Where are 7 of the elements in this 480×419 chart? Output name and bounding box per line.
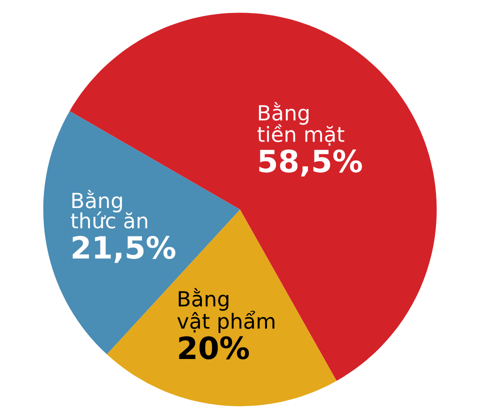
data-label: 58,5% [259,149,362,176]
slice-label: Bằng vật phẩm [177,288,274,333]
slice-label: Bằng thức ăn [70,190,148,229]
pie-slice [70,12,437,381]
slice-label: Bằng tiền mặt [257,102,344,146]
data-label: 21,5% [72,236,176,263]
data-label: 20% [179,336,249,360]
